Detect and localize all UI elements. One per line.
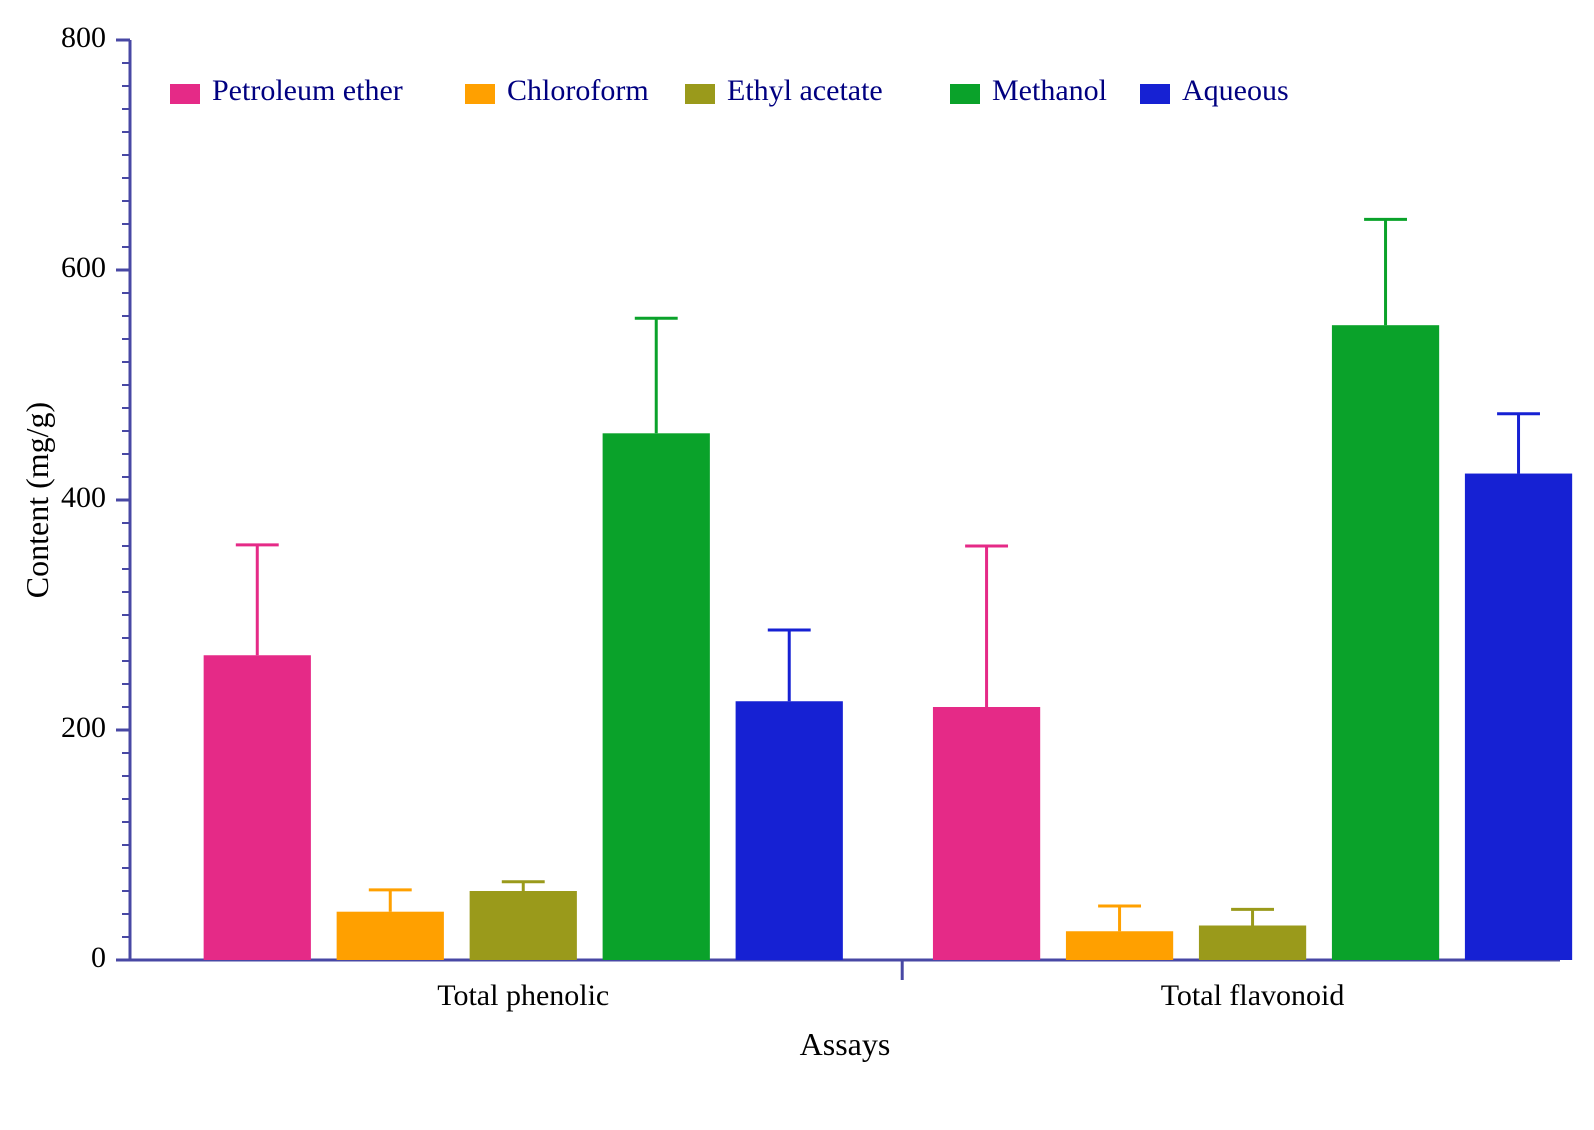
- x-axis-label: Assays: [800, 1026, 891, 1062]
- bar: [1066, 931, 1173, 960]
- bar: [603, 433, 710, 960]
- legend-swatch: [170, 84, 200, 104]
- y-tick-label: 600: [61, 251, 106, 284]
- legend-swatch: [950, 84, 980, 104]
- y-tick-label: 400: [61, 481, 106, 514]
- y-tick-label: 0: [91, 941, 106, 974]
- legend-label: Chloroform: [507, 74, 649, 107]
- legend-swatch: [465, 84, 495, 104]
- legend-swatch: [1140, 84, 1170, 104]
- legend: Petroleum ether Chloroform Ethyl acetate Me…: [170, 74, 1289, 107]
- bar: [933, 707, 1040, 960]
- legend-swatch: [685, 84, 715, 104]
- bar: [470, 891, 577, 960]
- y-tick-label: 800: [61, 21, 106, 54]
- legend-label: Methanol: [992, 74, 1107, 107]
- legend-label: Petroleum ether: [212, 74, 403, 107]
- y-axis-label: Content (mg/g): [20, 402, 55, 598]
- bar-chart-svg: 0 200 400 600 800 Total phenolic Total flavono…: [20, 20, 1594, 1110]
- bar: [1332, 325, 1439, 960]
- legend-label: Aqueous: [1182, 74, 1289, 107]
- x-category-label: Total flavonoid: [1161, 979, 1345, 1012]
- y-tick-label: 200: [61, 711, 106, 744]
- chart-container: 0 200 400 600 800 Total phenolic Total flavono…: [20, 20, 1594, 1110]
- legend-label: Ethyl acetate: [727, 74, 883, 107]
- bar: [1465, 474, 1572, 960]
- bar: [204, 655, 311, 960]
- bar: [337, 912, 444, 960]
- x-category-label: Total phenolic: [437, 979, 609, 1012]
- bar: [736, 701, 843, 960]
- bar: [1199, 926, 1306, 961]
